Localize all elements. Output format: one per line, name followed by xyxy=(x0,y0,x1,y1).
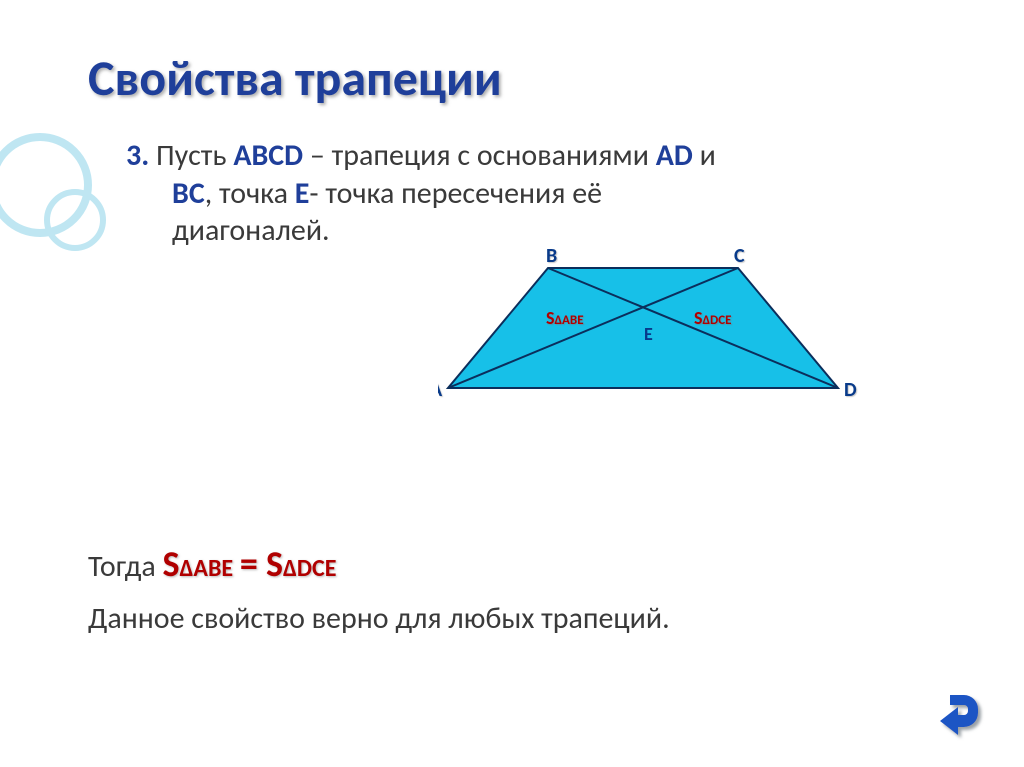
slide: Свойства трапеции 3. Пусть ABCD – трапец… xyxy=(0,0,1024,767)
return-button[interactable] xyxy=(932,685,990,743)
formula-lhs-s: S xyxy=(163,542,180,586)
base-bc: BC xyxy=(172,175,205,212)
formula-eq: = xyxy=(240,542,266,586)
text-fragment: - точка пересечения её xyxy=(309,175,602,212)
text-fragment: – трапеция с основаниями xyxy=(303,137,656,174)
property-text: 3. Пусть ABCD – трапеция с основаниями A… xyxy=(88,137,964,250)
conclusion-text: Данное свойство верно для любых трапеций… xyxy=(88,600,964,637)
text-fragment: Пусть xyxy=(156,137,233,174)
text-fragment: , точка xyxy=(205,175,295,212)
base-ad: AD xyxy=(656,137,693,174)
trapezoid-diagram: B C A D E SΔABE SΔDCE xyxy=(438,248,868,418)
text-fragment: и xyxy=(693,137,716,174)
intersection-e-label: E xyxy=(644,323,653,345)
vertex-b-label: B xyxy=(546,248,557,268)
point-e: E xyxy=(295,175,310,212)
trapezoid-name: ABCD xyxy=(233,137,303,174)
vertex-d-label: D xyxy=(844,378,857,402)
vertex-a-label: A xyxy=(438,378,443,402)
slide-title: Свойства трапеции xyxy=(88,48,964,109)
property-number: 3. xyxy=(126,137,149,174)
formula-rhs-s: S xyxy=(266,542,283,586)
formula-rhs-sub: ΔDCE xyxy=(283,554,336,583)
figure-container: B C A D E SΔABE SΔDCE xyxy=(88,242,964,422)
u-turn-arrow-icon xyxy=(932,685,990,743)
vertex-c-label: C xyxy=(734,248,745,268)
formula-lhs-sub: ΔABE xyxy=(180,554,234,583)
formula-line: Тогда SΔABE = SΔDCE xyxy=(88,542,964,586)
then-word: Тогда xyxy=(88,548,163,585)
